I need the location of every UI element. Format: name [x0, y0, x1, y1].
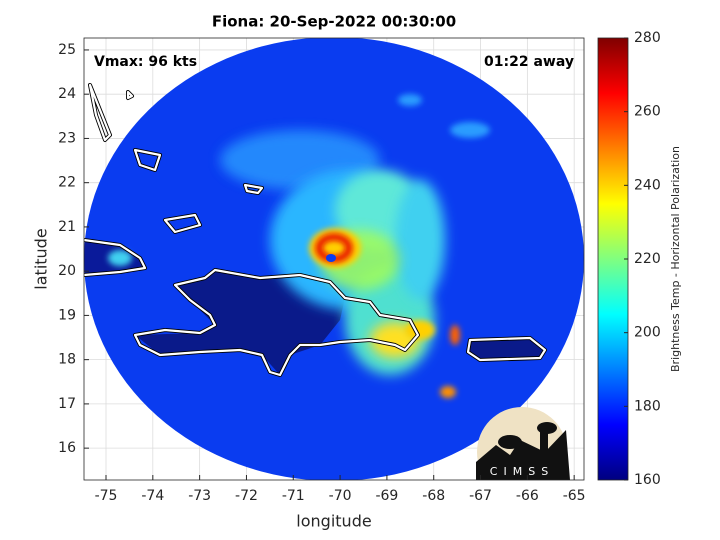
y-tick-label: 16	[58, 440, 76, 456]
x-tick-label: -68	[422, 488, 445, 504]
colorbar-tick-label: 180	[634, 398, 661, 414]
annotation: Vmax: 96 kts	[94, 54, 197, 70]
x-tick-label: -73	[188, 488, 211, 504]
colorbar-tick-label: 280	[634, 30, 661, 46]
axes: -75 -74 -73 -72 -71 -70 -69 -68 -67 -66 -65 16 17 18 1…	[58, 42, 585, 504]
coastlines	[84, 83, 547, 377]
y-tick-label: 24	[58, 86, 76, 102]
y-tick-label: 18	[58, 352, 76, 368]
x-tick-label: -71	[282, 488, 305, 504]
colorbar-tick-label: 240	[634, 177, 661, 193]
x-tick-label: -72	[235, 488, 258, 504]
x-tick-label: -74	[141, 488, 164, 504]
logo-text: CIMSS	[490, 465, 554, 478]
y-tick-label: 19	[58, 307, 76, 323]
colorbar	[597, 37, 629, 481]
x-tick-label: -75	[95, 488, 118, 504]
y-tick-label: 20	[58, 263, 76, 279]
colorbar-tick-label: 200	[634, 325, 661, 341]
colorbar-label: Brightness Temp - Horizontal Polarizatio…	[669, 146, 682, 372]
x-tick-label: -69	[375, 488, 398, 504]
features	[84, 94, 545, 398]
x-axis-label: longitude	[296, 512, 371, 531]
y-tick-label: 23	[58, 130, 76, 146]
y-tick-label: 22	[58, 175, 76, 191]
y-tick-label: 17	[58, 396, 76, 412]
colorbar-tick-label: 160	[634, 472, 661, 488]
x-tick-label: -66	[516, 488, 539, 504]
x-tick-label: -70	[329, 488, 352, 504]
y-tick-label: 25	[58, 42, 76, 58]
y-axis-label: latitude	[32, 228, 51, 289]
colorbar-tick-label: 220	[634, 251, 661, 267]
x-tick-label: -67	[469, 488, 492, 504]
plot-frame	[83, 37, 585, 481]
colorbar-tick-label: 260	[634, 104, 661, 120]
y-tick-label: 21	[58, 219, 76, 235]
chart-title: Fiona: 20-Sep-2022 00:30:00	[212, 13, 456, 31]
x-tick-label: -65	[563, 488, 586, 504]
annotation: 01:22 away	[484, 54, 574, 70]
cimss-logo: CIMSS	[476, 407, 570, 480]
image: CIMSS	[84, 38, 584, 480]
